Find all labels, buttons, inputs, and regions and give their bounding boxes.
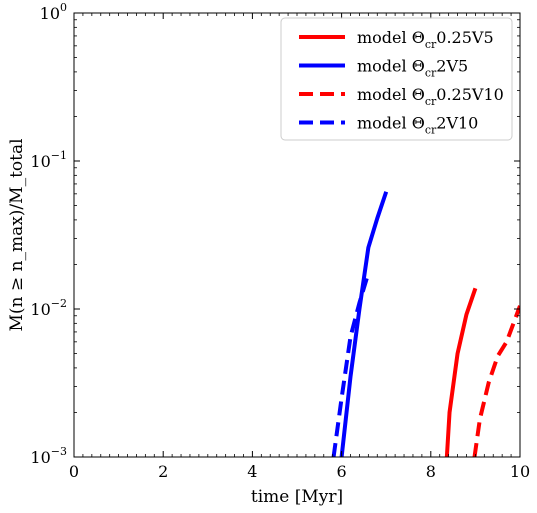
series-line-2 bbox=[339, 191, 389, 457]
ticks-layer: 0 2 4 6 8 10 10−3 10−2 10−1 100 bbox=[30, 1, 530, 481]
y-tick-label: 10−3 bbox=[30, 445, 67, 467]
legend-box bbox=[280, 17, 513, 141]
series-line-1 bbox=[444, 287, 478, 457]
y-tick-label: 100 bbox=[40, 1, 67, 23]
x-tick-label: 4 bbox=[247, 462, 257, 481]
legend-label-3: model Θcr0.25V10 bbox=[357, 85, 504, 108]
x-axis-label: time [Myr] bbox=[251, 487, 343, 507]
x-tick-label: 2 bbox=[158, 462, 168, 481]
y-tick-label: 10−1 bbox=[30, 149, 67, 171]
legend-label-1: model Θcr0.25V5 bbox=[357, 28, 494, 51]
y-tick-label: 10−2 bbox=[30, 297, 67, 319]
legend-label-2: model Θcr2V5 bbox=[357, 57, 468, 80]
y-axis-label-text: M(n ≥ n_max)/M_total bbox=[7, 138, 27, 331]
y-axis-label: M(n ≥ n_max)/M_total bbox=[7, 138, 27, 331]
x-tick-label: 6 bbox=[337, 462, 347, 481]
series-line-3 bbox=[472, 305, 520, 457]
series-layer bbox=[331, 191, 520, 457]
x-tick-label: 10 bbox=[510, 462, 530, 481]
x-tick-label: 8 bbox=[426, 462, 436, 481]
legend-label-4: model Θcr2V10 bbox=[357, 114, 478, 137]
x-tick-label: 0 bbox=[69, 462, 79, 481]
legend: model Θcr0.25V5 model Θcr2V5 model Θcr0.25… bbox=[280, 17, 513, 141]
